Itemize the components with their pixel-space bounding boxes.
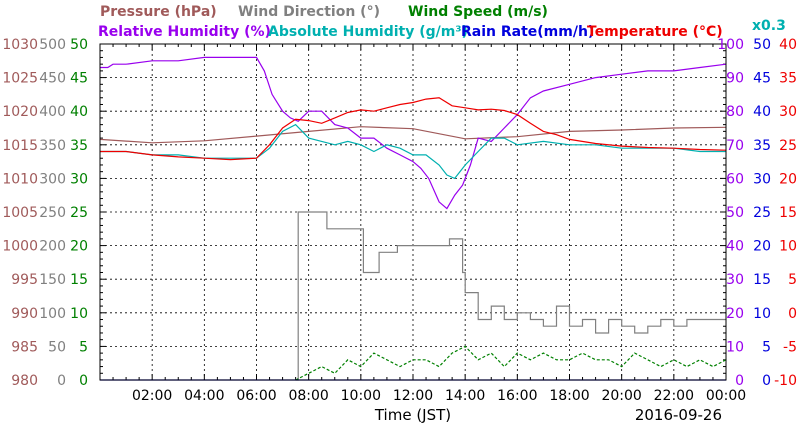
y-tick-temperature: 15 bbox=[779, 205, 797, 221]
header-relative-humidity: Relative Humidity (%) bbox=[98, 24, 271, 40]
header-temperature: Temperature (°C) bbox=[587, 24, 723, 40]
y-tick-wind-speed: 15 bbox=[70, 272, 88, 288]
y-tick-wind-direction: 200 bbox=[39, 239, 66, 255]
abs-humidity-scale-note: x0.3 bbox=[752, 18, 786, 34]
y-tick-humidity: 20 bbox=[726, 306, 744, 322]
y-tick-wind-direction: 100 bbox=[39, 306, 66, 322]
y-tick-pressure: 990 bbox=[11, 306, 38, 322]
y-tick-pressure: 1030 bbox=[2, 37, 38, 53]
y-tick-wind-direction: 350 bbox=[39, 138, 66, 154]
x-tick-label: 02:00 bbox=[132, 388, 172, 404]
y-tick-wind-speed: 30 bbox=[70, 171, 88, 187]
y-tick-wind-direction: 500 bbox=[39, 37, 66, 53]
x-tick-label: 10:00 bbox=[341, 388, 381, 404]
y-tick-pressure: 1000 bbox=[2, 239, 38, 255]
header-rain-rate: Rain Rate(mm/h) bbox=[461, 24, 594, 40]
header-wind-direction: Wind Direction (°) bbox=[238, 4, 380, 20]
y-tick-pressure: 1020 bbox=[2, 104, 38, 120]
y-tick-wind-direction: 150 bbox=[39, 272, 66, 288]
x-tick-label: 14:00 bbox=[445, 388, 485, 404]
y-tick-humidity: 0 bbox=[735, 373, 744, 389]
y-tick-temperature: 40 bbox=[779, 37, 797, 53]
y-tick-temperature: -10 bbox=[774, 373, 797, 389]
y-tick-pressure: 1005 bbox=[2, 205, 38, 221]
x-tick-label: 22:00 bbox=[654, 388, 694, 404]
y-tick-rain-rate: 20 bbox=[753, 239, 771, 255]
y-tick-pressure: 1015 bbox=[2, 138, 38, 154]
x-tick-label: 12:00 bbox=[393, 388, 433, 404]
x-tick-label: 06:00 bbox=[236, 388, 276, 404]
y-tick-temperature: 20 bbox=[779, 171, 797, 187]
y-tick-wind-speed: 5 bbox=[79, 339, 88, 355]
y-tick-wind-speed: 45 bbox=[70, 71, 88, 87]
y-tick-wind-speed: 10 bbox=[70, 306, 88, 322]
series-humidity-line bbox=[100, 56, 727, 210]
y-tick-temperature: 0 bbox=[788, 306, 797, 322]
grid bbox=[99, 43, 727, 381]
y-tick-wind-speed: 20 bbox=[70, 239, 88, 255]
date-label: 2016-09-26 bbox=[635, 406, 722, 424]
y-tick-humidity: 80 bbox=[726, 104, 744, 120]
y-tick-humidity: 90 bbox=[726, 71, 744, 87]
y-tick-wind-speed: 0 bbox=[79, 373, 88, 389]
y-tick-humidity: 100 bbox=[717, 37, 744, 53]
x-tick-label: 08:00 bbox=[288, 388, 328, 404]
x-tick-label: 18:00 bbox=[549, 388, 589, 404]
y-tick-wind-direction: 50 bbox=[48, 339, 66, 355]
y-tick-pressure: 995 bbox=[11, 272, 38, 288]
series-pressure-line bbox=[99, 126, 727, 144]
x-tick-label: 00:00 bbox=[706, 388, 746, 404]
axis-labels: 02:00 04:00 06:00 08:00 10:00 12:00 14:00 16:00… bbox=[2, 37, 797, 404]
y-tick-pressure: 1010 bbox=[2, 171, 38, 187]
y-tick-wind-direction: 300 bbox=[39, 171, 66, 187]
y-tick-rain-rate: 25 bbox=[753, 205, 771, 221]
y-tick-humidity: 40 bbox=[726, 239, 744, 255]
y-tick-wind-speed: 50 bbox=[70, 37, 88, 53]
y-tick-rain-rate: 30 bbox=[753, 171, 771, 187]
y-tick-humidity: 30 bbox=[726, 272, 744, 288]
y-tick-humidity: 10 bbox=[726, 339, 744, 355]
x-tick-label: 16:00 bbox=[497, 388, 537, 404]
y-tick-pressure: 985 bbox=[11, 339, 38, 355]
y-tick-temperature: 10 bbox=[779, 239, 797, 255]
y-tick-wind-direction: 250 bbox=[39, 205, 66, 221]
y-tick-pressure: 1025 bbox=[2, 71, 38, 87]
x-tick-label: 20:00 bbox=[601, 388, 641, 404]
y-tick-wind-speed: 25 bbox=[70, 205, 88, 221]
series-wind-speed-line bbox=[295, 345, 727, 381]
y-tick-temperature: -5 bbox=[783, 339, 797, 355]
y-tick-wind-direction: 450 bbox=[39, 71, 66, 87]
y-tick-wind-speed: 40 bbox=[70, 104, 88, 120]
header-pressure: Pressure (hPa) bbox=[100, 4, 217, 20]
y-tick-humidity: 50 bbox=[726, 205, 744, 221]
y-tick-wind-speed: 35 bbox=[70, 138, 88, 154]
y-tick-wind-direction: 400 bbox=[39, 104, 66, 120]
y-tick-rain-rate: 40 bbox=[753, 104, 771, 120]
series-wind-direction-line bbox=[295, 211, 726, 381]
y-tick-temperature: 30 bbox=[779, 104, 797, 120]
header-absolute-humidity: Absolute Humidity (g/m³) bbox=[268, 24, 468, 40]
y-tick-rain-rate: 35 bbox=[753, 138, 771, 154]
series-temperature-line bbox=[100, 97, 727, 161]
plot-frame bbox=[99, 43, 727, 381]
y-tick-rain-rate: 0 bbox=[762, 373, 771, 389]
x-tick-label: 04:00 bbox=[184, 388, 224, 404]
y-tick-temperature: 5 bbox=[788, 272, 797, 288]
y-tick-rain-rate: 5 bbox=[762, 339, 771, 355]
y-tick-humidity: 60 bbox=[726, 171, 744, 187]
y-tick-pressure: 980 bbox=[11, 373, 38, 389]
y-tick-rain-rate: 15 bbox=[753, 272, 771, 288]
header-wind-speed: Wind Speed (m/s) bbox=[408, 4, 548, 20]
x-axis-title: Time (JST) bbox=[374, 406, 451, 424]
y-tick-temperature: 25 bbox=[779, 138, 797, 154]
y-tick-temperature: 35 bbox=[779, 71, 797, 87]
y-tick-rain-rate: 45 bbox=[753, 71, 771, 87]
y-tick-humidity: 70 bbox=[726, 138, 744, 154]
y-tick-rain-rate: 10 bbox=[753, 306, 771, 322]
y-tick-rain-rate: 50 bbox=[753, 37, 771, 53]
y-tick-wind-direction: 0 bbox=[57, 373, 66, 389]
